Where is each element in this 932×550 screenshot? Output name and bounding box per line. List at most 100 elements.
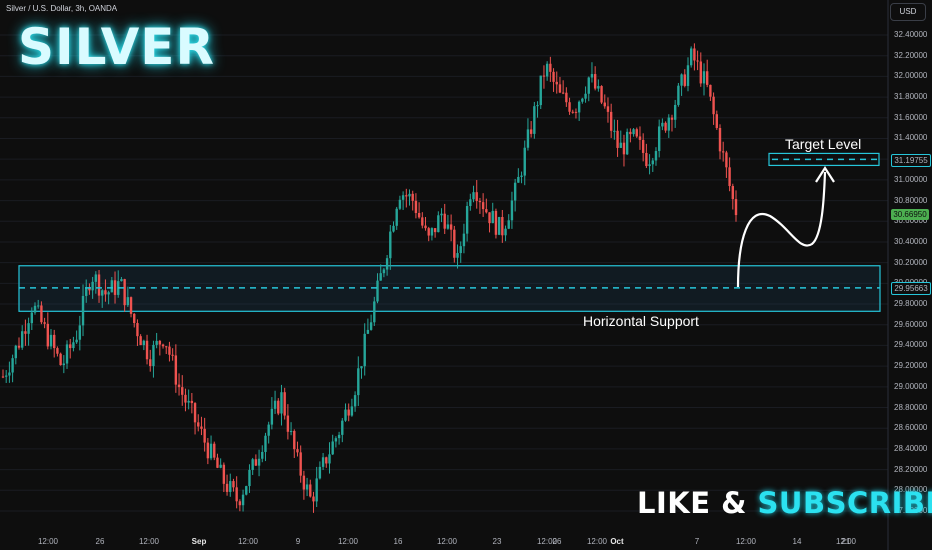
candle-body xyxy=(475,192,478,201)
candle-body xyxy=(331,441,334,455)
candle-body xyxy=(581,98,584,102)
time-tick-label: 14 xyxy=(792,537,802,546)
candle-body xyxy=(469,199,472,207)
price-tick-label: 28.60000 xyxy=(894,423,928,433)
price-tick-label: 29.20000 xyxy=(894,361,928,371)
time-tick-label: Sep xyxy=(191,537,207,546)
candle-body xyxy=(523,147,526,176)
candle-body xyxy=(5,375,8,377)
time-tick-label: 21 xyxy=(841,537,851,546)
candle-body xyxy=(97,274,101,296)
symbol-header: Silver / U.S. Dollar, 3h, OANDA xyxy=(6,4,118,13)
candle-body xyxy=(187,400,190,403)
candle-body xyxy=(405,195,408,197)
candle-body xyxy=(155,340,158,345)
candle-body xyxy=(190,400,194,404)
candle-body xyxy=(593,74,597,89)
candle-body xyxy=(539,75,542,106)
like-subscribe-banner: LIKE & SUBSCRIBE xyxy=(637,486,932,520)
candle-body xyxy=(241,494,245,506)
time-tick-label: 7 xyxy=(694,537,700,546)
candle-body xyxy=(443,213,446,229)
candle-body xyxy=(545,63,549,77)
candle-body xyxy=(88,287,91,291)
candle-body xyxy=(651,160,654,165)
candle-body xyxy=(529,129,533,134)
candle-body xyxy=(232,481,235,488)
candle-body xyxy=(430,228,434,236)
candle-body xyxy=(213,443,216,458)
candle-body xyxy=(459,246,462,254)
target-level-label: Target Level xyxy=(785,136,862,152)
candle-body xyxy=(78,325,82,340)
candle-body xyxy=(318,466,322,479)
candle-body xyxy=(357,368,360,396)
candle-body xyxy=(654,151,658,161)
cta-subscribe: SUBSCRIBE xyxy=(757,486,932,520)
candle-body xyxy=(145,340,149,360)
candle-body xyxy=(104,290,107,295)
time-tick-label: 12:00 xyxy=(337,537,359,546)
candle-body xyxy=(645,152,648,167)
candle-body xyxy=(453,229,456,258)
candle-body xyxy=(216,457,219,468)
candles xyxy=(1,43,738,513)
candle-body xyxy=(40,305,43,323)
candle-body xyxy=(437,215,440,233)
candle-body xyxy=(283,392,286,416)
candle-body xyxy=(293,430,296,450)
price-tick-label: 28.40000 xyxy=(894,443,928,453)
candle-body xyxy=(395,208,398,226)
candle-body xyxy=(296,449,299,453)
candle-body xyxy=(507,220,510,229)
candle-body xyxy=(421,217,424,226)
candle-body xyxy=(389,231,392,259)
candle-body xyxy=(347,409,350,416)
candle-body xyxy=(677,85,680,105)
candle-body xyxy=(622,142,626,155)
candle-body xyxy=(27,323,30,334)
candle-body xyxy=(206,442,210,459)
candle-body xyxy=(597,86,600,89)
candle-body xyxy=(657,126,661,152)
candle-body xyxy=(587,77,590,94)
candle-body xyxy=(491,210,494,224)
candle-body xyxy=(632,129,635,135)
candle-body xyxy=(366,329,370,334)
candle-body xyxy=(203,428,206,443)
candle-body xyxy=(341,420,344,435)
time-tick-label: 12:00 xyxy=(586,537,608,546)
time-tick-label: 12:00 xyxy=(237,537,259,546)
candle-body xyxy=(328,454,331,464)
candle-body xyxy=(21,331,24,348)
candle-body xyxy=(91,281,94,291)
candle-body xyxy=(165,346,168,348)
candle-body xyxy=(411,193,414,201)
candle-body xyxy=(75,339,78,343)
price-tick-label: 29.60000 xyxy=(894,319,928,329)
candle-body xyxy=(392,225,395,232)
candle-body xyxy=(417,212,421,218)
candle-body xyxy=(120,279,123,282)
candle-body xyxy=(123,279,126,306)
candle-body xyxy=(257,458,261,466)
candle-body xyxy=(168,346,171,355)
candle-body xyxy=(728,167,731,187)
candle-body xyxy=(142,340,146,346)
candle-body xyxy=(536,105,539,107)
candle-body xyxy=(401,195,405,200)
candle-body xyxy=(696,60,699,62)
time-tick-label: 12:00 xyxy=(37,537,59,546)
time-tick-label: 12:00 xyxy=(436,537,458,546)
candle-body xyxy=(315,478,318,502)
candle-body xyxy=(446,224,450,229)
candle-body xyxy=(568,102,571,112)
currency-button[interactable]: USD xyxy=(890,3,926,21)
candle-body xyxy=(337,434,341,439)
candle-body xyxy=(286,415,290,432)
candle-body xyxy=(353,395,357,407)
candle-body xyxy=(373,301,376,323)
candle-body xyxy=(571,111,574,113)
candle-body xyxy=(542,75,546,77)
time-tick-label: 12:00 xyxy=(536,537,558,546)
